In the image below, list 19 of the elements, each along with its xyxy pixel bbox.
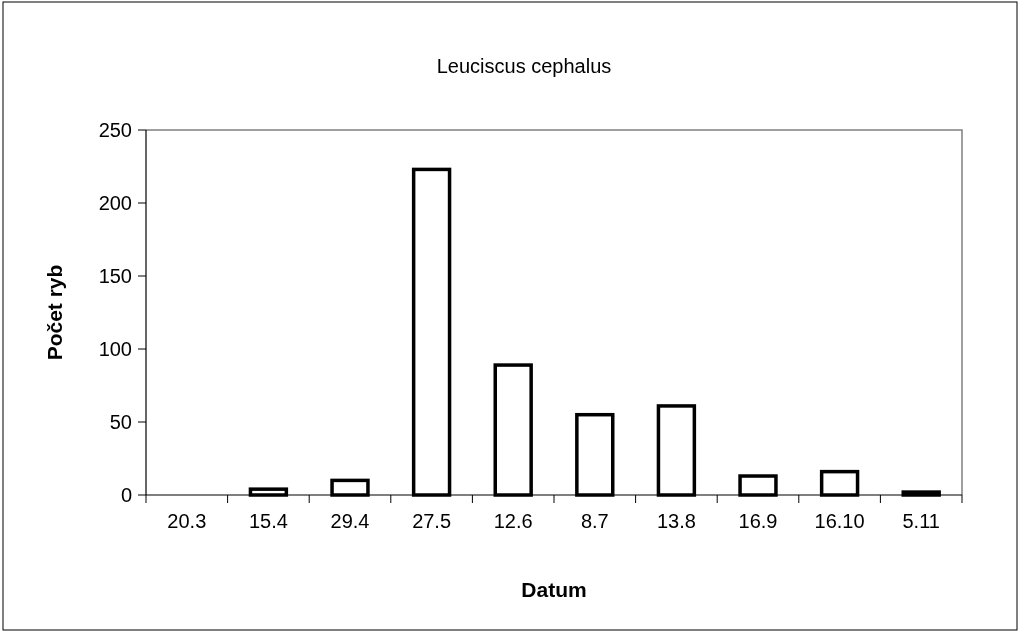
x-tick-label: 8.7 xyxy=(580,510,609,532)
x-axis-title: Datum xyxy=(521,578,587,601)
x-tick-label: 5.11 xyxy=(902,510,940,532)
y-tick-label: 200 xyxy=(98,192,132,214)
y-axis-title: Počet ryb xyxy=(43,264,66,361)
y-tick-label: 150 xyxy=(98,265,132,287)
x-tick-label: 27.5 xyxy=(412,510,452,532)
y-tick-label: 100 xyxy=(98,338,132,360)
x-tick-label: 16.9 xyxy=(738,510,778,532)
y-tick-label: 50 xyxy=(109,411,132,433)
x-tick-label: 12.6 xyxy=(493,510,533,532)
chart-title: Leuciscus cephalus xyxy=(436,55,612,77)
x-tick-label: 13.8 xyxy=(656,510,696,532)
x-tick-label: 15.4 xyxy=(248,510,288,532)
x-tick-label: 20.3 xyxy=(167,510,207,532)
x-tick-label: 16.10 xyxy=(814,510,865,532)
y-tick-label: 0 xyxy=(120,484,132,506)
y-tick-label: 250 xyxy=(98,119,132,141)
x-tick-label: 29.4 xyxy=(330,510,370,532)
